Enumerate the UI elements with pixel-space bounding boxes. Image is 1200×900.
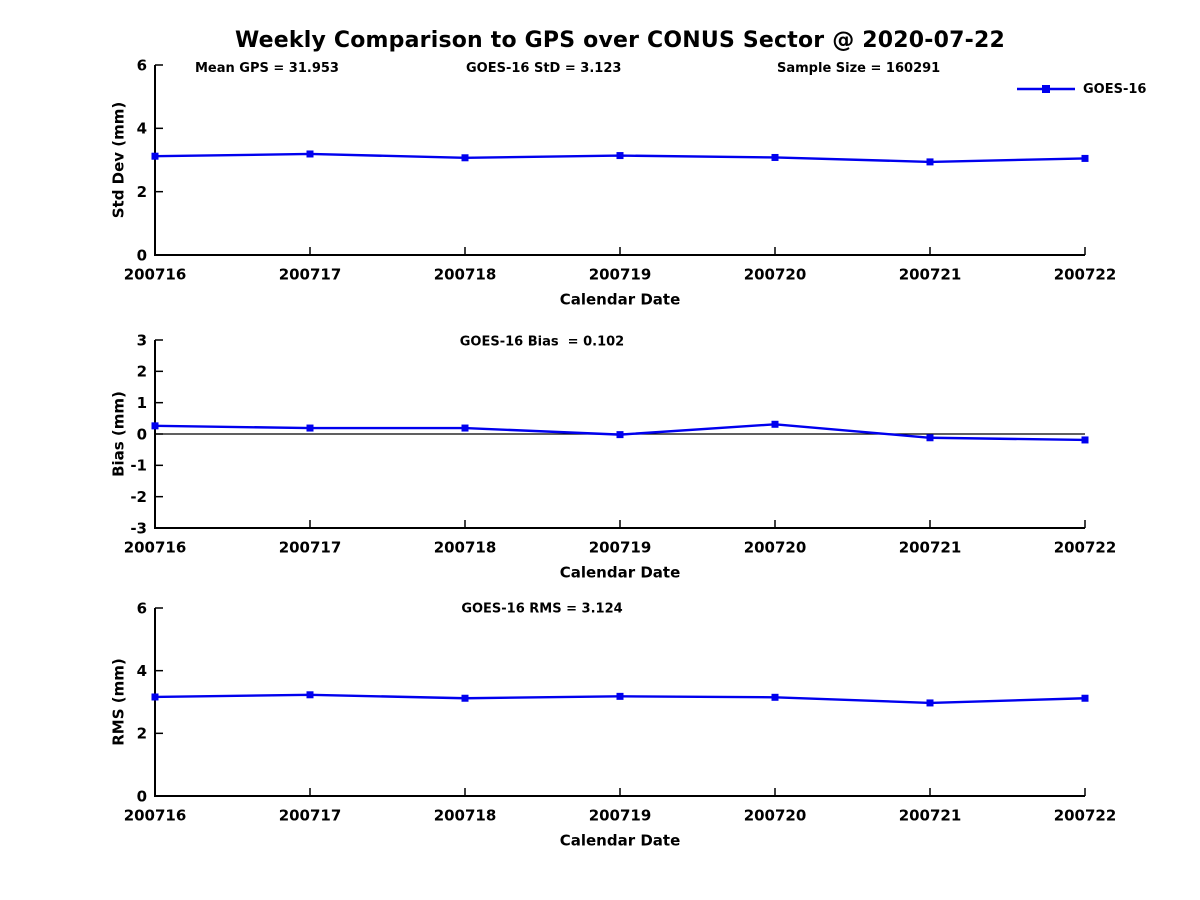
goes16-data-point-marker xyxy=(926,158,934,166)
x-tick-label: 200717 xyxy=(279,806,342,824)
x-tick-label: 200717 xyxy=(279,265,342,283)
goes16-data-point-marker xyxy=(151,693,159,701)
x-axis-label: Calendar Date xyxy=(560,563,681,581)
y-axis-label: Bias (mm) xyxy=(109,391,127,477)
y-tick-label: 0 xyxy=(137,787,147,805)
legend-line-marker-icon xyxy=(1017,85,1075,93)
y-tick-label: 0 xyxy=(137,246,147,264)
x-tick-label: 200722 xyxy=(1054,806,1117,824)
goes16-data-point-marker xyxy=(771,693,779,701)
subplot-annotation: GOES-16 RMS = 3.124 xyxy=(461,602,622,617)
y-tick-label: 4 xyxy=(137,662,147,680)
x-axis-label: Calendar Date xyxy=(560,831,681,849)
goes16-data-point-marker xyxy=(306,150,314,158)
x-tick-label: 200720 xyxy=(744,265,807,283)
annotation-mean-gps: Mean GPS = 31.953 xyxy=(195,61,339,76)
y-tick-label: 3 xyxy=(137,331,147,349)
x-axis-label: Calendar Date xyxy=(560,290,681,308)
goes16-data-point-marker xyxy=(926,434,934,442)
x-tick-label: 200718 xyxy=(434,806,497,824)
y-axis-label: Std Dev (mm) xyxy=(109,102,127,219)
axis-spines xyxy=(154,65,1085,256)
x-tick-label: 200716 xyxy=(124,265,187,283)
goes16-data-point-marker xyxy=(461,154,469,162)
x-tick-label: 200716 xyxy=(124,806,187,824)
y-tick-label: 2 xyxy=(137,725,147,743)
x-tick-label: 200719 xyxy=(589,538,652,556)
goes16-data-point-marker xyxy=(616,152,624,160)
x-tick-label: 200719 xyxy=(589,806,652,824)
y-tick-label: 0 xyxy=(137,425,147,443)
y-tick-label: -1 xyxy=(130,457,147,475)
x-tick-label: 200721 xyxy=(899,265,962,283)
y-tick-label: 4 xyxy=(137,120,147,138)
y-tick-label: -2 xyxy=(130,488,147,506)
y-tick-label: 2 xyxy=(137,363,147,381)
goes16-data-point-marker xyxy=(306,424,314,432)
y-tick-label: 2 xyxy=(137,183,147,201)
x-tick-label: 200718 xyxy=(434,538,497,556)
x-tick-label: 200717 xyxy=(279,538,342,556)
x-tick-label: 200720 xyxy=(744,538,807,556)
x-tick-label: 200721 xyxy=(899,538,962,556)
goes16-data-point-marker xyxy=(151,422,159,430)
goes16-data-point-marker xyxy=(616,692,624,700)
goes16-data-point-marker xyxy=(926,699,934,707)
x-tick-label: 200720 xyxy=(744,806,807,824)
goes16-data-point-marker xyxy=(306,691,314,699)
figure-title: Weekly Comparison to GPS over CONUS Sect… xyxy=(234,28,1005,53)
x-tick-label: 200716 xyxy=(124,538,187,556)
x-tick-label: 200719 xyxy=(589,265,652,283)
y-tick-label: -3 xyxy=(130,519,147,537)
x-tick-label: 200722 xyxy=(1054,265,1117,283)
goes16-data-point-marker xyxy=(1081,436,1089,444)
goes16-data-point-marker xyxy=(1081,154,1089,162)
goes16-data-point-marker xyxy=(616,431,624,439)
x-tick-label: 200718 xyxy=(434,265,497,283)
y-tick-label: 6 xyxy=(137,599,147,617)
goes16-data-point-marker xyxy=(771,420,779,428)
y-axis-label: RMS (mm) xyxy=(109,658,127,745)
y-tick-label: 1 xyxy=(137,394,147,412)
goes16-data-point-marker xyxy=(1081,694,1089,702)
goes16-data-point-marker xyxy=(151,152,159,160)
annotation-sample-size: Sample Size = 160291 xyxy=(777,61,941,76)
annotation-goes16-std: GOES-16 StD = 3.123 xyxy=(466,61,622,76)
legend-label: GOES-16 xyxy=(1083,81,1147,97)
goes16-data-point-marker xyxy=(461,694,469,702)
y-tick-label: 6 xyxy=(137,56,147,74)
goes16-data-point-marker xyxy=(461,424,469,432)
goes16-data-point-marker xyxy=(771,153,779,161)
legend: GOES-16 xyxy=(1016,80,1146,98)
x-tick-label: 200722 xyxy=(1054,538,1117,556)
x-tick-label: 200721 xyxy=(899,806,962,824)
subplot-annotation: GOES-16 Bias = 0.102 xyxy=(460,335,624,350)
